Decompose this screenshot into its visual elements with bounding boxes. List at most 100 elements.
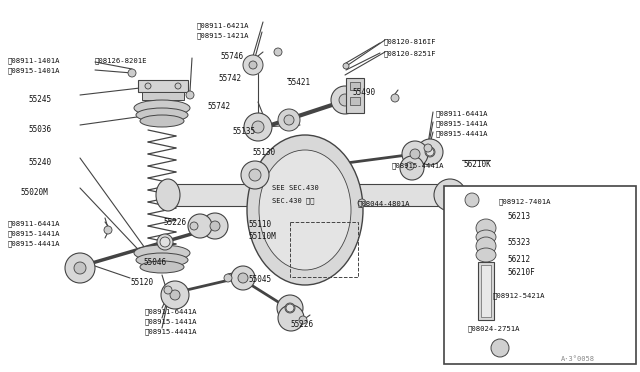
Bar (350, 97, 360, 105)
Bar (305, 184, 450, 206)
Circle shape (104, 226, 112, 234)
Circle shape (391, 94, 399, 102)
Text: 55742: 55742 (218, 74, 241, 83)
Text: ⓝ08912-7401A: ⓝ08912-7401A (499, 198, 552, 205)
Text: 55020M: 55020M (20, 188, 48, 197)
Circle shape (74, 262, 86, 274)
Circle shape (400, 156, 424, 180)
Circle shape (277, 295, 303, 321)
Text: 55226: 55226 (290, 320, 313, 329)
Ellipse shape (476, 237, 496, 255)
Circle shape (175, 83, 181, 89)
Circle shape (243, 55, 263, 75)
Circle shape (188, 214, 212, 238)
Circle shape (210, 221, 220, 231)
Text: 56210F: 56210F (507, 268, 535, 277)
Circle shape (491, 339, 509, 357)
Bar (346, 78, 364, 113)
Text: 55046: 55046 (143, 258, 166, 267)
Ellipse shape (259, 150, 351, 270)
Text: 55135: 55135 (232, 127, 255, 136)
Bar (290, 222, 358, 277)
Text: ⓖ08915-4441A: ⓖ08915-4441A (392, 162, 445, 169)
Circle shape (164, 286, 172, 294)
Ellipse shape (140, 115, 184, 127)
Ellipse shape (136, 108, 188, 122)
Text: ⓔ08915-1441A: ⓔ08915-1441A (436, 120, 488, 126)
Text: ⓖ08915-4441A: ⓖ08915-4441A (436, 130, 488, 137)
Ellipse shape (434, 179, 466, 211)
Circle shape (241, 161, 269, 189)
Text: ⓝ08912-5421A: ⓝ08912-5421A (493, 292, 545, 299)
Circle shape (284, 115, 294, 125)
Circle shape (249, 61, 257, 69)
Text: A·3°0058: A·3°0058 (561, 356, 595, 362)
Circle shape (190, 222, 198, 230)
Circle shape (145, 83, 151, 89)
Circle shape (170, 290, 180, 300)
Circle shape (244, 113, 272, 141)
Ellipse shape (156, 179, 180, 211)
Circle shape (286, 304, 294, 312)
Circle shape (358, 199, 366, 207)
Circle shape (65, 253, 95, 283)
Text: ⓝ08911-6441A: ⓝ08911-6441A (8, 220, 61, 227)
Circle shape (186, 91, 194, 99)
Ellipse shape (140, 261, 184, 273)
Circle shape (299, 316, 307, 324)
Text: ⓝ08911-1401A: ⓝ08911-1401A (8, 57, 61, 64)
Text: 55045: 55045 (248, 275, 271, 284)
Ellipse shape (136, 253, 188, 267)
Bar (138, 80, 188, 92)
Text: 56212: 56212 (507, 255, 530, 264)
Circle shape (343, 63, 349, 69)
Circle shape (231, 266, 255, 290)
Text: ⓝ08911-6441A: ⓝ08911-6441A (436, 110, 488, 116)
Bar (165, 184, 285, 206)
Text: 55240: 55240 (28, 158, 51, 167)
Circle shape (249, 169, 261, 181)
Circle shape (426, 148, 434, 156)
Bar (481, 265, 491, 317)
Circle shape (202, 213, 228, 239)
Text: ⓖ08915-1421A: ⓖ08915-1421A (197, 32, 250, 39)
Text: ⓔ08915-1441A: ⓔ08915-1441A (145, 318, 198, 325)
Text: 56210K: 56210K (463, 160, 491, 169)
Ellipse shape (476, 230, 496, 244)
Text: 55226: 55226 (163, 218, 186, 227)
Text: ⒲08120-8251F: ⒲08120-8251F (384, 50, 436, 57)
Text: 55323: 55323 (507, 238, 530, 247)
Circle shape (406, 162, 414, 170)
Text: SEE SEC.430: SEE SEC.430 (272, 185, 319, 191)
Text: 55130: 55130 (252, 148, 275, 157)
Circle shape (339, 94, 351, 106)
Text: 55421: 55421 (287, 78, 310, 87)
Circle shape (331, 86, 359, 114)
Ellipse shape (134, 245, 190, 261)
Circle shape (402, 141, 428, 167)
Circle shape (278, 109, 300, 131)
Ellipse shape (134, 100, 190, 116)
Text: ⒲08120-816IF: ⒲08120-816IF (384, 38, 436, 45)
Text: ⓝ08911-6421A: ⓝ08911-6421A (197, 22, 250, 29)
Text: 56213: 56213 (507, 212, 530, 221)
Bar (444, 186, 636, 364)
Text: 55742: 55742 (207, 102, 230, 111)
Circle shape (425, 147, 435, 157)
Text: ⓖ08915-4441A: ⓖ08915-4441A (145, 328, 198, 334)
Text: ⓝ08911-6441A: ⓝ08911-6441A (145, 308, 198, 315)
Ellipse shape (476, 219, 496, 237)
Circle shape (285, 303, 295, 313)
Text: ⓔ08915-1441A: ⓔ08915-1441A (8, 230, 61, 237)
Bar (142, 92, 184, 100)
Text: 55245: 55245 (28, 95, 51, 104)
Text: ⓖ08915-4441A: ⓖ08915-4441A (8, 240, 61, 247)
Circle shape (252, 121, 264, 133)
Text: ⒲08024-2751A: ⒲08024-2751A (468, 325, 520, 331)
Text: 55490: 55490 (352, 88, 375, 97)
Circle shape (161, 281, 189, 309)
Circle shape (410, 149, 420, 159)
Circle shape (128, 69, 136, 77)
Bar (478, 262, 494, 320)
Circle shape (424, 144, 432, 152)
